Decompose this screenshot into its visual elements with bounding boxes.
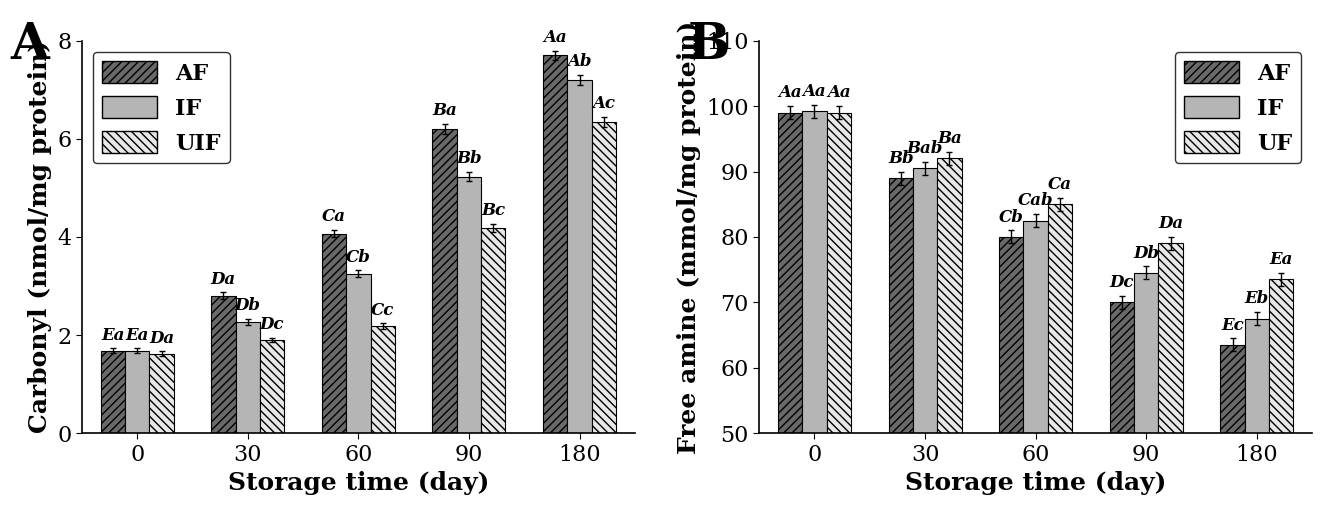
- Bar: [432, 129, 457, 433]
- Bar: [802, 111, 826, 516]
- X-axis label: Storage time (day): Storage time (day): [228, 471, 489, 495]
- Text: Ac: Ac: [592, 95, 616, 112]
- Text: Da: Da: [211, 271, 236, 288]
- Text: Bc: Bc: [481, 202, 505, 219]
- Legend: AF, IF, UF: AF, IF, UF: [1174, 52, 1301, 164]
- Bar: [1269, 280, 1293, 516]
- Text: Cb: Cb: [998, 208, 1024, 225]
- Bar: [101, 351, 125, 433]
- Bar: [481, 228, 505, 433]
- Bar: [592, 122, 616, 433]
- Bar: [1048, 204, 1072, 516]
- Text: A: A: [9, 21, 49, 70]
- Text: Ea: Ea: [101, 327, 124, 344]
- Text: Ea: Ea: [125, 327, 149, 344]
- Bar: [826, 112, 850, 516]
- Legend: AF, IF, UIF: AF, IF, UIF: [93, 52, 229, 164]
- Bar: [347, 274, 371, 433]
- Text: Db: Db: [235, 297, 261, 314]
- Text: Da: Da: [149, 330, 175, 347]
- Text: Cab: Cab: [1018, 192, 1053, 209]
- Text: Ba: Ba: [937, 130, 962, 147]
- Text: Aa: Aa: [826, 85, 850, 102]
- Bar: [778, 112, 802, 516]
- Bar: [543, 55, 568, 433]
- Bar: [149, 353, 173, 433]
- Bar: [1110, 302, 1134, 516]
- Bar: [1024, 221, 1048, 516]
- Text: Aa: Aa: [544, 29, 567, 46]
- Bar: [1245, 319, 1269, 516]
- Bar: [1000, 237, 1024, 516]
- Bar: [125, 351, 149, 433]
- Bar: [321, 234, 347, 433]
- Bar: [913, 168, 937, 516]
- Bar: [212, 296, 236, 433]
- Text: Dc: Dc: [1109, 274, 1134, 291]
- Bar: [260, 340, 284, 433]
- Bar: [889, 178, 913, 516]
- Bar: [1221, 345, 1245, 516]
- Text: Bab: Bab: [906, 140, 944, 157]
- Bar: [937, 158, 961, 516]
- Text: B: B: [688, 21, 729, 70]
- Text: Aa: Aa: [778, 85, 802, 102]
- Bar: [1158, 244, 1182, 516]
- Bar: [457, 176, 481, 433]
- Text: Cc: Cc: [371, 301, 395, 318]
- Text: Ec: Ec: [1221, 317, 1244, 334]
- Text: Ba: Ba: [432, 102, 457, 119]
- Text: Da: Da: [1158, 215, 1184, 232]
- Text: Ca: Ca: [323, 208, 347, 225]
- Text: Aa: Aa: [802, 83, 826, 100]
- Bar: [1134, 273, 1158, 516]
- Y-axis label: Free amine (mmol/mg protein): Free amine (mmol/mg protein): [677, 20, 701, 454]
- Text: Ab: Ab: [568, 53, 592, 70]
- Bar: [568, 80, 592, 433]
- Bar: [371, 326, 395, 433]
- Text: Ca: Ca: [1048, 176, 1072, 193]
- Bar: [236, 322, 260, 433]
- Text: Bb: Bb: [456, 151, 481, 168]
- Text: Db: Db: [1133, 245, 1160, 262]
- X-axis label: Storage time (day): Storage time (day): [905, 471, 1166, 495]
- Text: Ea: Ea: [1269, 251, 1293, 268]
- Y-axis label: Carbonyl (nmol/mg protein): Carbonyl (nmol/mg protein): [28, 40, 52, 433]
- Text: Eb: Eb: [1245, 291, 1269, 308]
- Text: Dc: Dc: [260, 316, 284, 333]
- Text: Cb: Cb: [347, 249, 371, 266]
- Text: Bb: Bb: [888, 150, 913, 167]
